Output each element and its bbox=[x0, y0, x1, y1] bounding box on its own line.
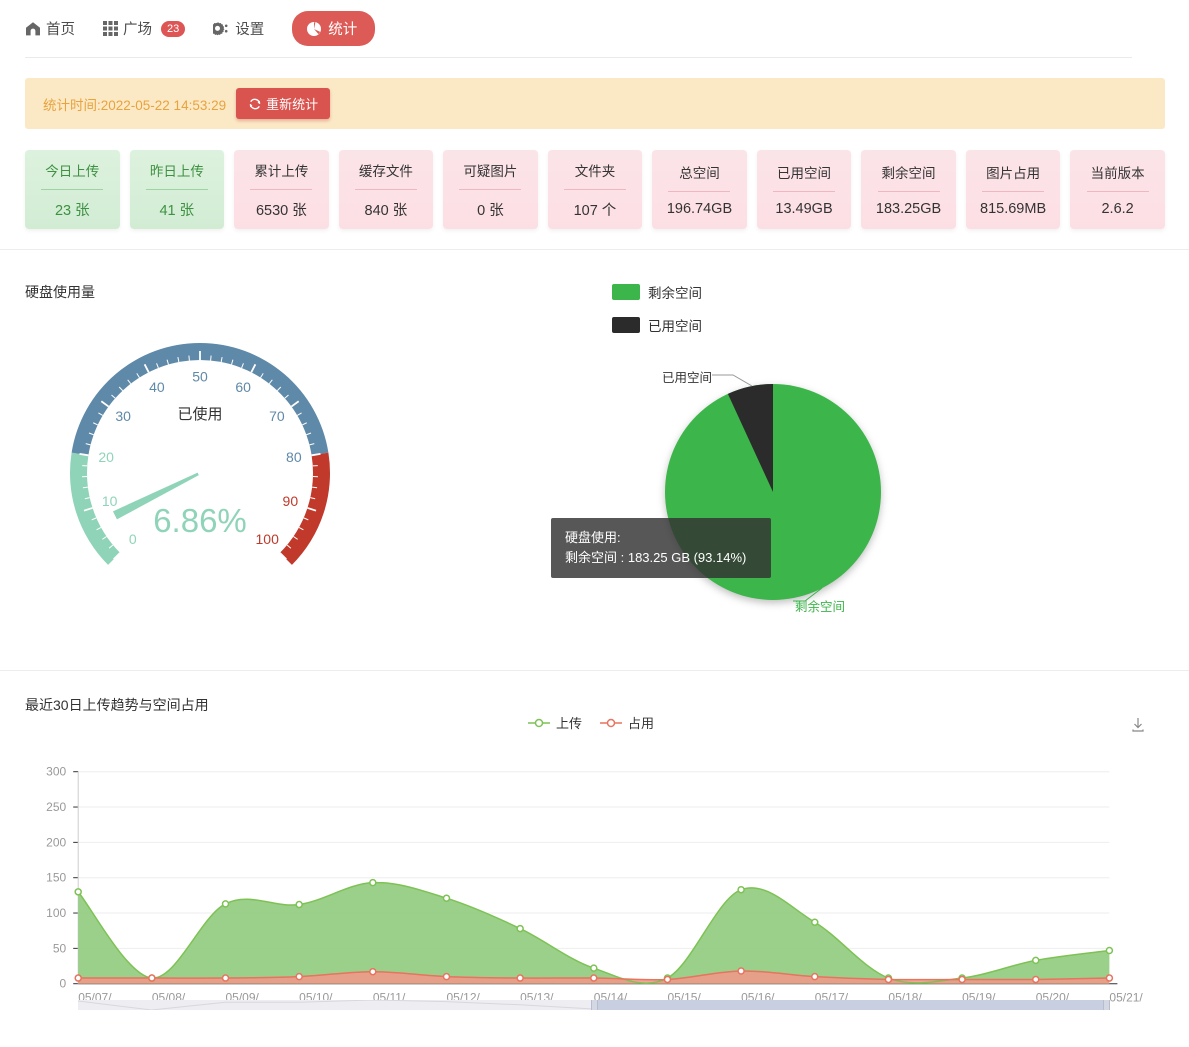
svg-text:50: 50 bbox=[53, 941, 67, 955]
svg-text:250: 250 bbox=[46, 800, 66, 814]
svg-text:0: 0 bbox=[60, 977, 67, 991]
svg-text:300: 300 bbox=[46, 765, 66, 779]
svg-text:05/21/: 05/21/ bbox=[1109, 991, 1143, 1005]
svg-text:100: 100 bbox=[46, 906, 66, 920]
svg-text:150: 150 bbox=[46, 871, 66, 885]
svg-text:200: 200 bbox=[46, 835, 66, 849]
